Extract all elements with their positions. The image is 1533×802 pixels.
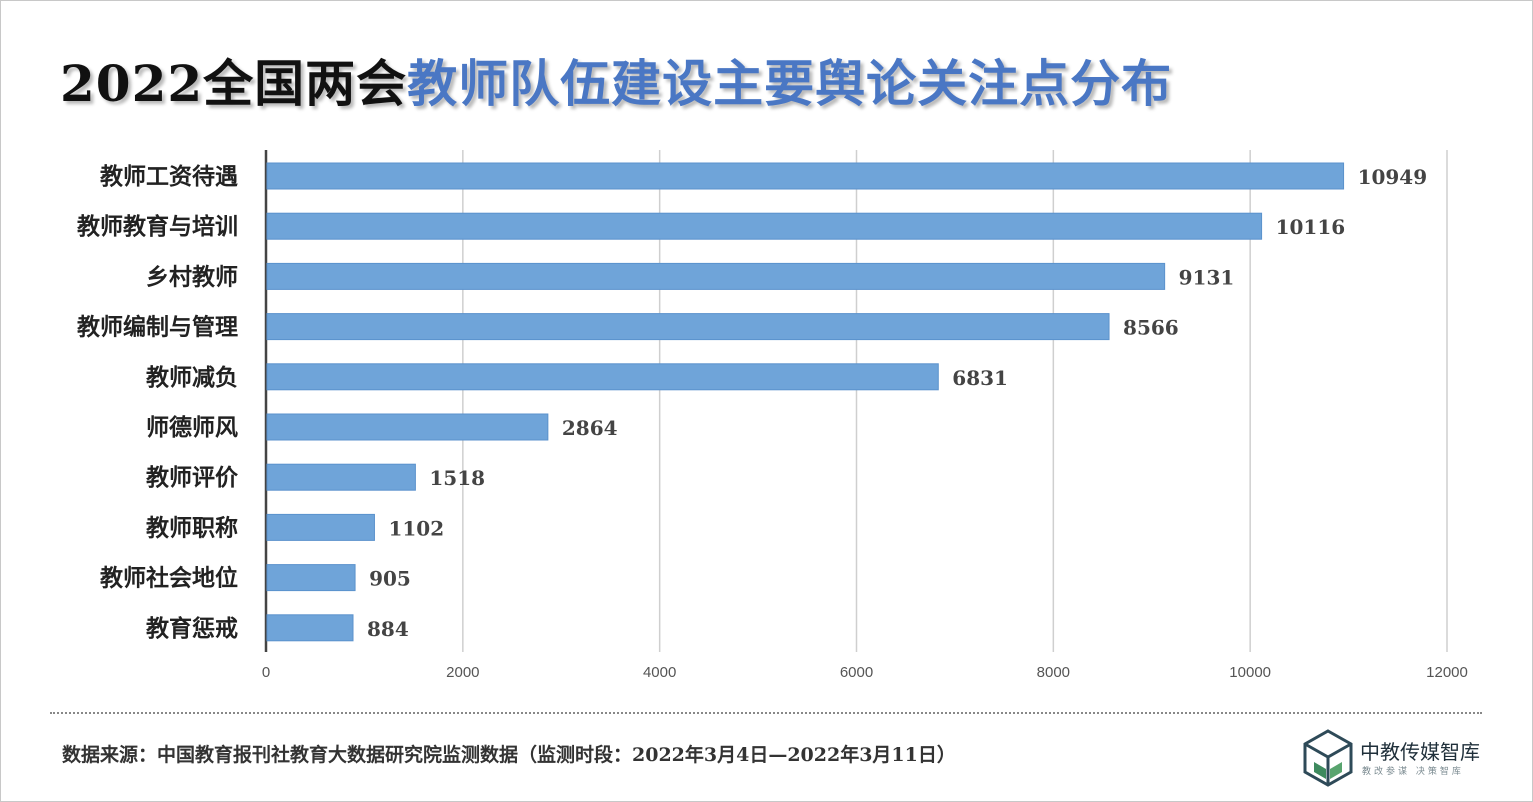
category-label-7: 教师职称 <box>146 514 238 541</box>
bar-6 <box>266 463 416 491</box>
category-label-6: 教师评价 <box>146 464 239 491</box>
bar-8 <box>266 564 356 592</box>
bar-1 <box>266 212 1263 240</box>
category-label-4: 教师减负 <box>146 364 238 391</box>
category-label-3: 教师编制与管理 <box>77 314 238 341</box>
value-label-3: 8566 <box>1123 316 1179 340</box>
category-label-5: 师德师风 <box>146 414 238 441</box>
value-label-7: 1102 <box>388 516 444 540</box>
brand-logo: 中教传媒智库 教改参谋 决策智库 <box>1302 728 1492 788</box>
category-label-1: 教师教育与培训 <box>77 213 238 240</box>
value-label-4: 6831 <box>952 366 1008 390</box>
value-label-2: 9131 <box>1179 265 1235 289</box>
cube-logo-icon <box>1303 729 1353 787</box>
value-label-5: 2864 <box>562 416 618 440</box>
x-tick-label-10000: 10000 <box>1229 664 1271 681</box>
value-label-0: 10949 <box>1358 165 1428 189</box>
bar-3 <box>266 313 1110 341</box>
title-part-1: 2022全国两会 <box>60 54 408 113</box>
category-label-0: 教师工资待遇 <box>100 163 238 190</box>
category-label-9: 教育惩戒 <box>146 615 238 642</box>
category-label-8: 教师社会地位 <box>100 565 238 592</box>
x-tick-label-12000: 12000 <box>1426 664 1468 681</box>
data-source-note: 数据来源：中国教育报刊社教育大数据研究院监测数据（监测时段：2022年3月4日—… <box>62 744 956 766</box>
x-tick-label-2000: 2000 <box>446 664 479 681</box>
title-part-2: 教师队伍建设主要舆论关注点分布 <box>407 54 1173 113</box>
x-tick-label-4000: 4000 <box>643 664 676 681</box>
x-tick-label-0: 0 <box>262 664 270 681</box>
value-label-8: 905 <box>369 567 411 591</box>
bar-4 <box>266 363 939 391</box>
value-label-9: 884 <box>367 617 409 641</box>
x-tick-label-6000: 6000 <box>840 664 873 681</box>
category-label-2: 乡村教师 <box>146 263 238 290</box>
chart-title: 2022全国两会教师队伍建设主要舆论关注点分布 <box>60 44 1172 116</box>
logo-name: 中教传媒智库 <box>1360 740 1480 764</box>
logo-slogan: 教改参谋 决策智库 <box>1362 767 1464 777</box>
bar-chart: 0 2000 4000 6000 8000 10000 12000 教师工资待遇 10949 教师… <box>77 150 1468 681</box>
bar-2 <box>266 262 1166 290</box>
value-label-6: 1518 <box>429 466 485 490</box>
bar-7 <box>266 513 375 541</box>
bar-5 <box>266 413 549 441</box>
divider-line <box>50 712 1482 714</box>
bar-9 <box>266 614 354 642</box>
x-tick-label-8000: 8000 <box>1037 664 1070 681</box>
bar-0 <box>266 162 1345 190</box>
value-label-1: 10116 <box>1276 215 1346 239</box>
